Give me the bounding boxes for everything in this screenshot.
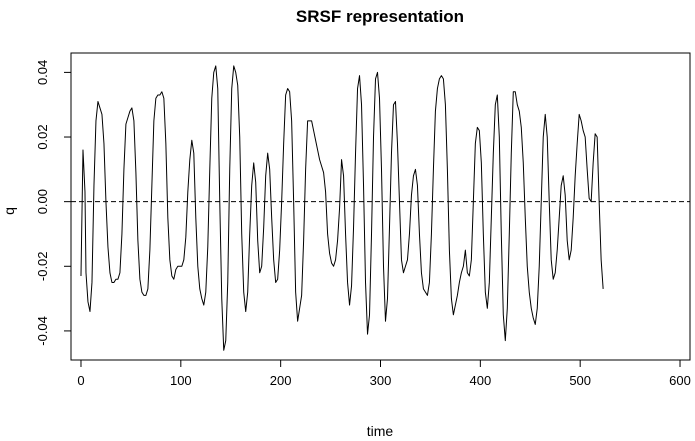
srsf-series-line bbox=[80, 65, 604, 351]
x-tick-label: 400 bbox=[469, 373, 491, 388]
y-axis-label: q bbox=[1, 207, 17, 215]
y-tick-label: 0.02 bbox=[35, 124, 50, 149]
y-tick-label: -0.02 bbox=[35, 251, 50, 281]
axes: 0 100 200 300 400 500 600 -0.04 -0.02 0.00 0.02 0.0… bbox=[35, 60, 691, 388]
x-tick-label: 100 bbox=[170, 373, 192, 388]
x-tick-label: 600 bbox=[669, 373, 691, 388]
x-tick-label: 500 bbox=[569, 373, 591, 388]
chart-title: SRSF representation bbox=[296, 7, 464, 26]
x-tick-label: 0 bbox=[77, 373, 84, 388]
y-tick-label: 0.00 bbox=[35, 189, 50, 214]
y-tick-label: 0.04 bbox=[35, 60, 50, 85]
y-tick-label: -0.04 bbox=[35, 316, 50, 346]
series-group bbox=[80, 65, 604, 351]
x-axis-label: time bbox=[367, 423, 394, 439]
x-tick-label: 200 bbox=[270, 373, 292, 388]
x-tick-label: 300 bbox=[370, 373, 392, 388]
